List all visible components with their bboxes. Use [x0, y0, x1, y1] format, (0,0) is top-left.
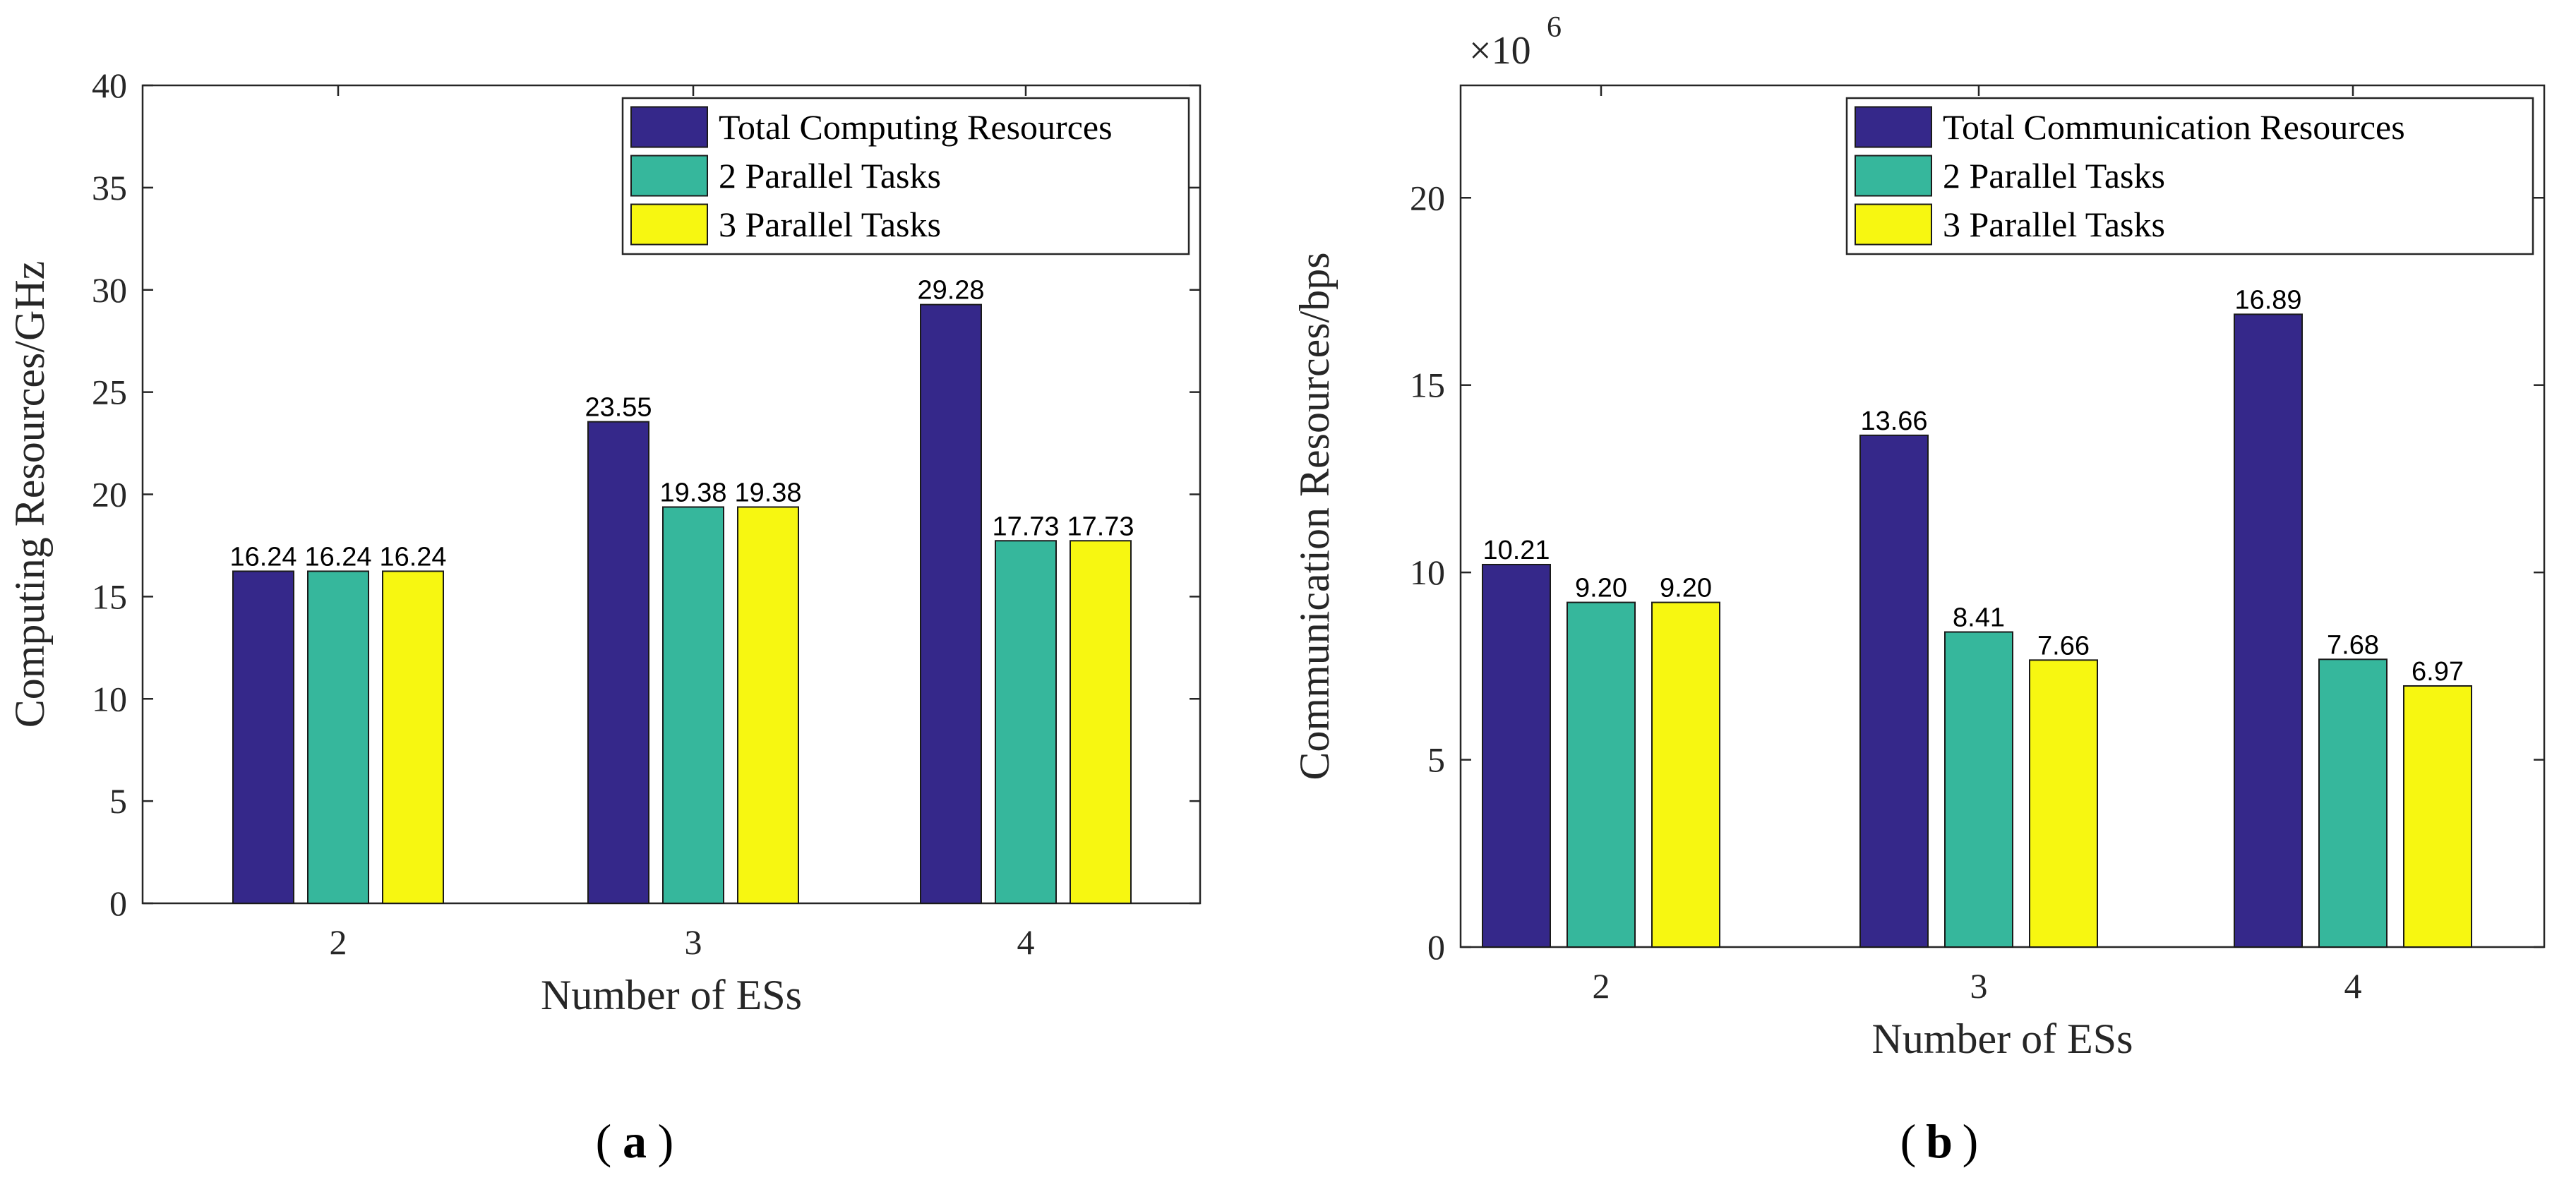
legend-box [621, 97, 1190, 255]
x-tick-label: 4 [2344, 966, 2362, 1006]
bar-value-label: 16.24 [229, 542, 296, 572]
panel-label-letter: b [1926, 1114, 1953, 1168]
bar [232, 570, 294, 904]
y-tick-label: 20 [92, 475, 127, 514]
y-tick-label: 0 [1427, 927, 1445, 967]
bar-value-label: 6.97 [2412, 657, 2464, 687]
legend-swatch [630, 155, 708, 197]
bar-value-label: 16.24 [304, 542, 371, 572]
axis-scale-factor: ×10 [1469, 29, 1531, 73]
bar-value-label: 17.73 [1067, 512, 1134, 541]
panel-label-close-paren: ) [658, 1114, 674, 1168]
bar-value-label: 10.21 [1482, 536, 1550, 565]
bar-value-label: 23.55 [585, 393, 652, 423]
bar-value-label: 8.41 [1953, 603, 2005, 633]
bar [995, 540, 1057, 904]
bar [920, 303, 982, 904]
y-axis-label: Computing Resources/GHz [6, 261, 53, 728]
y-tick-label: 10 [1410, 553, 1445, 592]
bar [2403, 685, 2472, 948]
panel-label-open-paren: ( [596, 1114, 612, 1168]
legend-swatch [1855, 106, 1932, 148]
bar [307, 570, 369, 904]
legend-swatch [630, 106, 708, 148]
x-axis-label: Number of ESs [1872, 1016, 2133, 1062]
bar-value-label: 19.38 [734, 478, 801, 507]
bar [1944, 631, 2013, 948]
legend-entry: Total Computing Resources [719, 107, 1113, 147]
y-tick-label: 15 [92, 577, 127, 616]
bar [2318, 658, 2388, 948]
y-axis-label: Communication Resources/bps [1291, 252, 1338, 780]
bar-value-label: 7.68 [2327, 630, 2379, 660]
legend-entry: 2 Parallel Tasks [1943, 156, 2165, 195]
bar [587, 421, 649, 904]
bar-value-label: 17.73 [992, 512, 1059, 541]
x-axis-label: Number of ESs [541, 972, 802, 1018]
y-tick-label: 5 [109, 781, 127, 821]
x-tick-label: 4 [1017, 922, 1035, 962]
bar-value-label: 16.89 [2234, 285, 2301, 315]
y-tick-label: 35 [92, 168, 127, 207]
legend-entry: 2 Parallel Tasks [719, 156, 941, 195]
bar-value-label: 16.24 [379, 542, 446, 572]
legend-entry: 3 Parallel Tasks [1943, 205, 2165, 244]
bar [1566, 601, 1636, 948]
legend-entry: 3 Parallel Tasks [719, 205, 941, 244]
axis-scale-exponent: 6 [1547, 11, 1562, 44]
bar-value-label: 13.66 [1860, 406, 1927, 436]
bar [1651, 601, 1720, 948]
bar-value-label: 7.66 [2037, 631, 2090, 661]
bar [662, 506, 724, 904]
legend-entry: Total Communication Resources [1943, 107, 2405, 147]
bar [1482, 563, 1551, 948]
bar-value-label: 29.28 [917, 276, 984, 306]
x-tick-label: 3 [685, 922, 702, 962]
bar [1859, 434, 1929, 948]
bar-value-label: 9.20 [1575, 574, 1627, 603]
panel-label-letter: a [623, 1114, 647, 1168]
x-tick-label: 3 [1970, 966, 1988, 1006]
y-tick-label: 25 [92, 373, 127, 412]
y-tick-label: 20 [1410, 178, 1445, 217]
bar [2029, 659, 2098, 948]
y-tick-label: 40 [92, 66, 127, 105]
x-tick-label: 2 [1593, 966, 1610, 1006]
panel-label-open-paren: ( [1900, 1114, 1917, 1168]
bar [2234, 313, 2303, 948]
legend-swatch [1855, 155, 1932, 197]
y-tick-label: 10 [92, 679, 127, 718]
y-tick-label: 30 [92, 270, 127, 310]
bar-value-label: 19.38 [659, 478, 726, 507]
panel-label-close-paren: ) [1963, 1114, 1979, 1168]
bar [382, 570, 444, 904]
bar-value-label: 9.20 [1660, 574, 1712, 603]
y-tick-label: 15 [1410, 366, 1445, 405]
legend-swatch [630, 203, 708, 246]
legend-swatch [1855, 203, 1932, 246]
x-tick-label: 2 [330, 922, 347, 962]
y-tick-label: 5 [1427, 740, 1445, 780]
bar [737, 506, 799, 904]
y-tick-label: 0 [109, 884, 127, 923]
bar [1070, 540, 1132, 904]
legend-box [1845, 97, 2534, 255]
